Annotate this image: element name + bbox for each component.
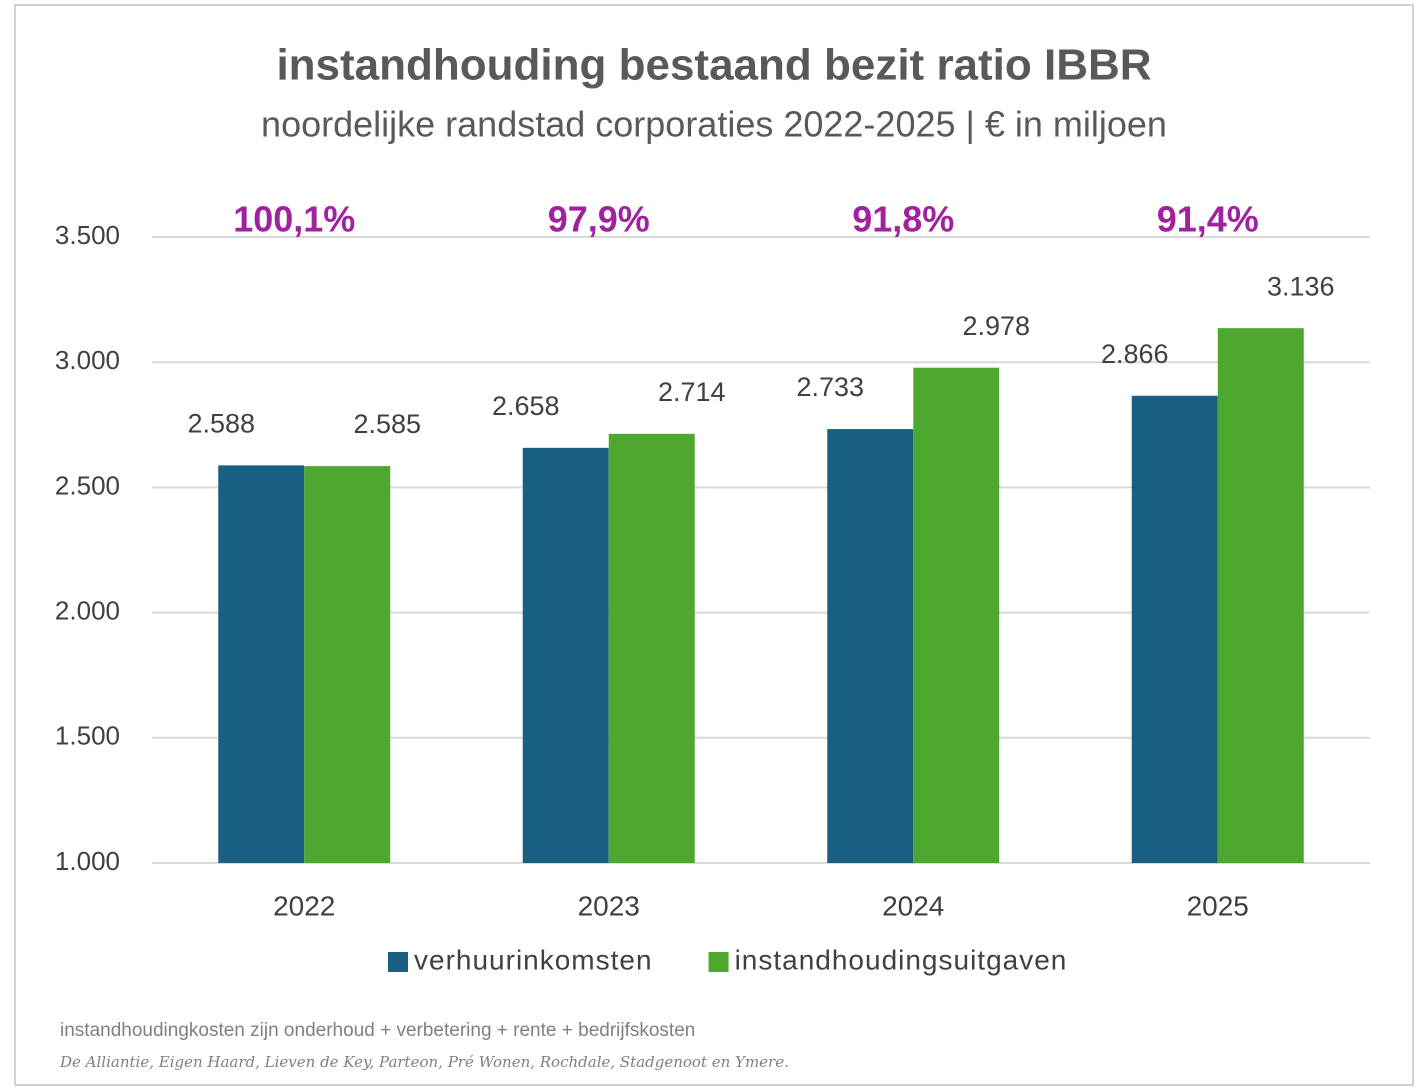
x-tick-label: 2023	[578, 890, 640, 921]
bar	[608, 433, 695, 863]
bar	[522, 447, 609, 863]
legend-label: instandhoudingsuitgaven	[735, 944, 1068, 975]
data-label: 2.733	[796, 372, 864, 402]
legend-swatch	[708, 952, 729, 972]
annotation: 91,4%	[1157, 199, 1259, 240]
legend-label: verhuurinkomsten	[414, 944, 653, 975]
bar	[304, 466, 391, 863]
annotation: 91,8%	[852, 199, 954, 240]
bar	[913, 367, 1000, 863]
bar	[1131, 395, 1218, 863]
bar	[218, 465, 305, 863]
y-tick-label: 1.500	[55, 721, 120, 751]
annotation: 97,9%	[548, 199, 650, 240]
footnote: instandhoudingkosten zijn onderhoud + ve…	[60, 1020, 695, 1041]
annotation: 100,1%	[233, 199, 355, 240]
x-tick-label: 2024	[882, 890, 944, 921]
footnote: De Alliantie, Eigen Haard, Lieven de Key…	[59, 1053, 789, 1071]
legend-swatch	[388, 952, 408, 972]
data-label: 2.658	[492, 391, 560, 421]
y-tick-label: 2.500	[55, 470, 120, 500]
y-tick-label: 2.000	[55, 595, 120, 625]
data-label: 2.585	[353, 409, 421, 439]
chart-title: instandhouding bestaand bezit ratio IBBR	[276, 41, 1151, 90]
data-label: 2.714	[658, 377, 726, 407]
y-tick-label: 3.000	[55, 345, 120, 375]
data-label: 2.866	[1101, 339, 1169, 369]
data-label: 3.136	[1267, 271, 1335, 301]
x-tick-label: 2022	[273, 890, 335, 921]
bar	[827, 429, 914, 863]
x-tick-label: 2025	[1187, 890, 1249, 921]
data-label: 2.588	[187, 408, 255, 438]
bar	[1217, 328, 1304, 863]
y-tick-label: 3.500	[55, 220, 120, 250]
data-label: 2.978	[962, 311, 1030, 341]
y-tick-label: 1.000	[55, 846, 120, 876]
chart-subtitle: noordelijke randstad corporaties 2022-20…	[261, 104, 1167, 145]
